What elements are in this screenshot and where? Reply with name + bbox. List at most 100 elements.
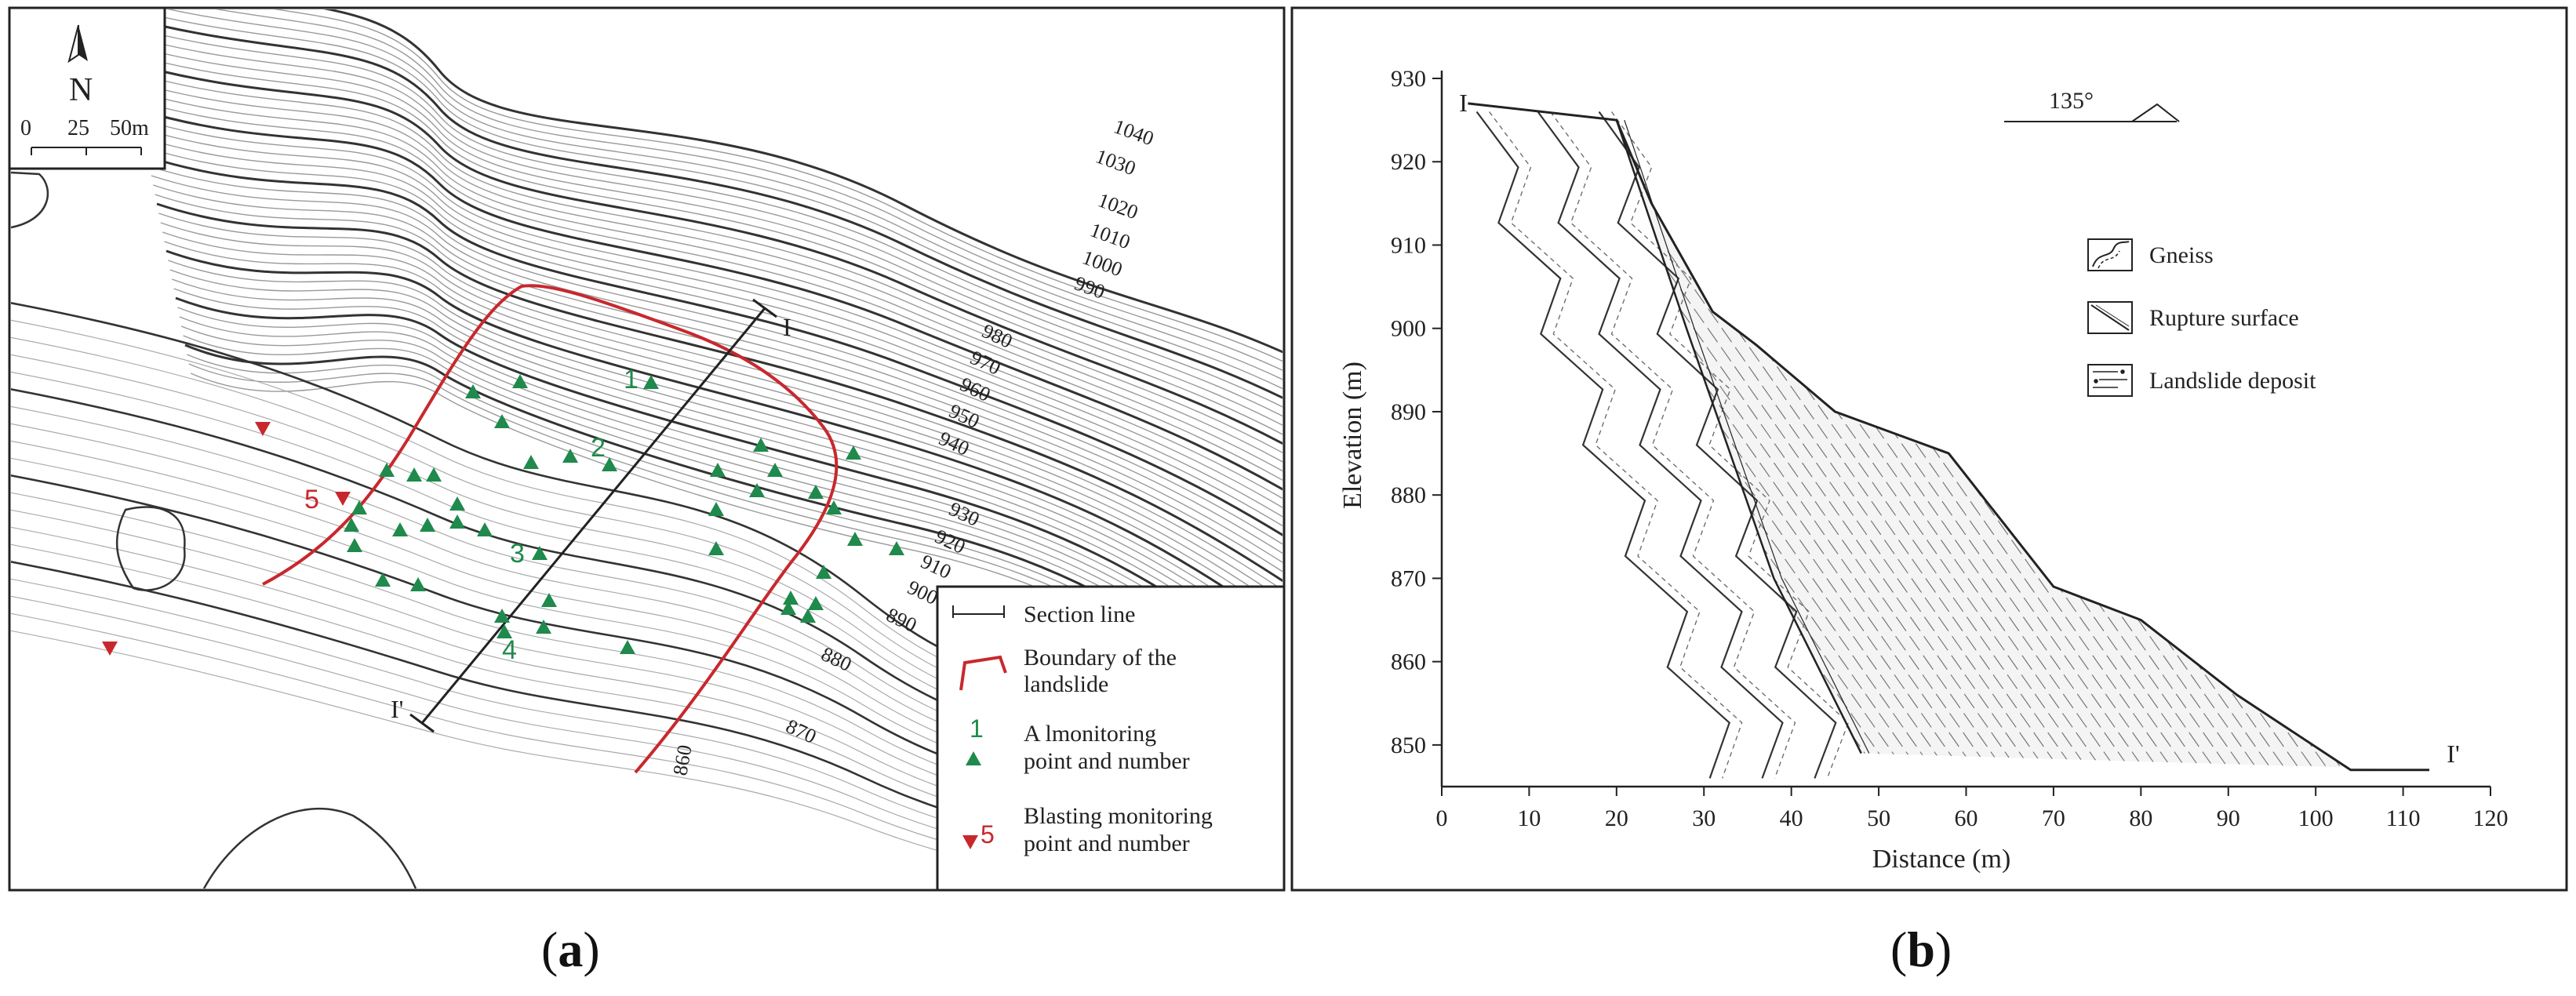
monitoring-point xyxy=(783,591,799,605)
monitoring-point xyxy=(847,532,863,546)
legend-monitoring-number: 1 xyxy=(970,714,984,743)
monitoring-point xyxy=(846,445,861,460)
monitoring-point xyxy=(494,414,510,428)
deposit-hatch xyxy=(1653,250,2023,770)
deposit-hatch xyxy=(2571,251,2576,776)
monitoring-point xyxy=(392,522,408,536)
monitoring-point xyxy=(523,455,539,469)
contour-line xyxy=(118,14,1283,399)
monitoring-point xyxy=(477,522,493,536)
contour-line xyxy=(158,213,1283,591)
scale-tick: 0 xyxy=(20,116,31,140)
contour-line xyxy=(156,202,1283,583)
rupture-surface-line xyxy=(1615,119,1862,754)
north-scale-box: N 0 25 50m xyxy=(8,6,166,170)
contour-line xyxy=(202,807,417,889)
monitoring-point xyxy=(889,541,904,555)
contour-line xyxy=(140,118,1283,500)
monitoring-point xyxy=(532,546,548,560)
y-tick-label: 850 xyxy=(1391,732,1426,758)
monitoring-point xyxy=(449,514,465,529)
monitoring-point xyxy=(620,640,635,654)
legend-boundary-label-2: landslide xyxy=(1024,671,1108,697)
monitoring-point xyxy=(749,483,765,497)
legend-monitoring-label-2: point and number xyxy=(1024,748,1190,774)
monitoring-point xyxy=(808,485,824,499)
legend-gneiss-label: Gneiss xyxy=(2149,242,2214,268)
legend-monitoring-icon xyxy=(966,751,981,765)
monitoring-point xyxy=(497,624,512,638)
monitoring-point xyxy=(708,502,724,516)
x-tick-label: 90 xyxy=(2217,805,2240,831)
legend-monitoring-label-1: A lmonitoring xyxy=(1024,721,1156,747)
legend-blasting-label-1: Blasting monitoring xyxy=(1024,803,1213,829)
monitoring-point xyxy=(351,500,367,514)
monitoring-point xyxy=(379,463,395,477)
contour-line xyxy=(171,278,1283,655)
contour-line xyxy=(127,9,1283,390)
monitoring-point xyxy=(826,500,842,514)
legend-section-line-icon xyxy=(952,605,1005,618)
blasting-point xyxy=(335,492,351,506)
y-axis-label: Elevation (m) xyxy=(1338,362,1367,509)
monitoring-point xyxy=(406,467,422,482)
ground-profile-line xyxy=(1468,102,2430,772)
monitoring-point xyxy=(410,577,426,591)
y-tick-label: 870 xyxy=(1391,565,1426,591)
legend-rupture-label: Rupture surface xyxy=(2149,305,2299,331)
legend-boundary-icon xyxy=(959,655,1007,691)
contour-line xyxy=(128,61,1283,445)
blasting-point xyxy=(255,422,271,436)
x-tick-label: 50 xyxy=(1867,805,1890,831)
section-label-i: I xyxy=(1459,89,1468,117)
contour-line xyxy=(169,269,1283,645)
y-tick-label: 910 xyxy=(1391,232,1426,258)
legend-blasting-label-2: point and number xyxy=(1024,831,1190,856)
x-tick-label: 30 xyxy=(1692,805,1716,831)
contour-line xyxy=(137,108,1283,491)
monitoring-number: 2 xyxy=(591,433,606,463)
x-tick-label: 10 xyxy=(1517,805,1541,831)
monitoring-point xyxy=(602,457,617,471)
y-tick-label: 900 xyxy=(1391,316,1426,342)
azimuth-label: 135° xyxy=(2049,88,2094,114)
legend-boundary-label-1: Boundary of the xyxy=(1024,645,1177,671)
legend-deposit-icon xyxy=(2093,369,2127,388)
contour-line xyxy=(166,9,1283,380)
y-tick-label: 860 xyxy=(1391,649,1426,675)
monitoring-point xyxy=(643,375,659,389)
monitoring-point xyxy=(562,449,578,463)
contour-line xyxy=(143,137,1283,518)
contour-line xyxy=(122,34,1283,417)
monitoring-point xyxy=(512,374,528,388)
contour-line xyxy=(125,43,1283,426)
blasting-point xyxy=(102,642,118,656)
legend-blasting-number: 5 xyxy=(981,820,995,849)
section-legend: Gneiss Rupture surface Landslide deposit xyxy=(2087,238,2316,397)
landslide-boundary xyxy=(262,284,839,774)
map-legend: Section line Boundary of the landslide 1… xyxy=(936,585,1286,892)
section-label-i-prime: I' xyxy=(2447,740,2459,768)
contour-line xyxy=(166,249,1283,628)
contour-line xyxy=(141,128,1283,508)
monitoring-numbers: 1 2 3 4 xyxy=(502,365,639,665)
monitoring-point xyxy=(710,463,726,477)
panel-a-map: 1040 1030 1020 1010 1000 990 980 970 960… xyxy=(8,6,1286,892)
x-tick-label: 60 xyxy=(1955,805,1978,831)
contour-line xyxy=(147,155,1283,536)
contour-line xyxy=(323,9,1283,354)
contour-line xyxy=(273,9,1283,362)
x-tick-label: 40 xyxy=(1780,805,1803,831)
monitoring-point xyxy=(449,496,465,511)
chart-axes: 0 10 20 30 40 50 60 70 80 90 100 110 120 850 860 870 880… xyxy=(1391,66,2509,831)
monitoring-point xyxy=(767,463,783,477)
gneiss-layer xyxy=(1598,111,1837,779)
legend-blasting-icon xyxy=(962,835,978,849)
monitoring-point xyxy=(708,541,724,555)
deposit-hatch xyxy=(1681,250,2051,770)
contour-line xyxy=(173,288,1283,664)
x-tick-label: 70 xyxy=(2042,805,2065,831)
contour-line xyxy=(132,81,1283,463)
legend-rupture-icon xyxy=(2090,304,2130,331)
deposit-hatch xyxy=(1639,250,2009,770)
